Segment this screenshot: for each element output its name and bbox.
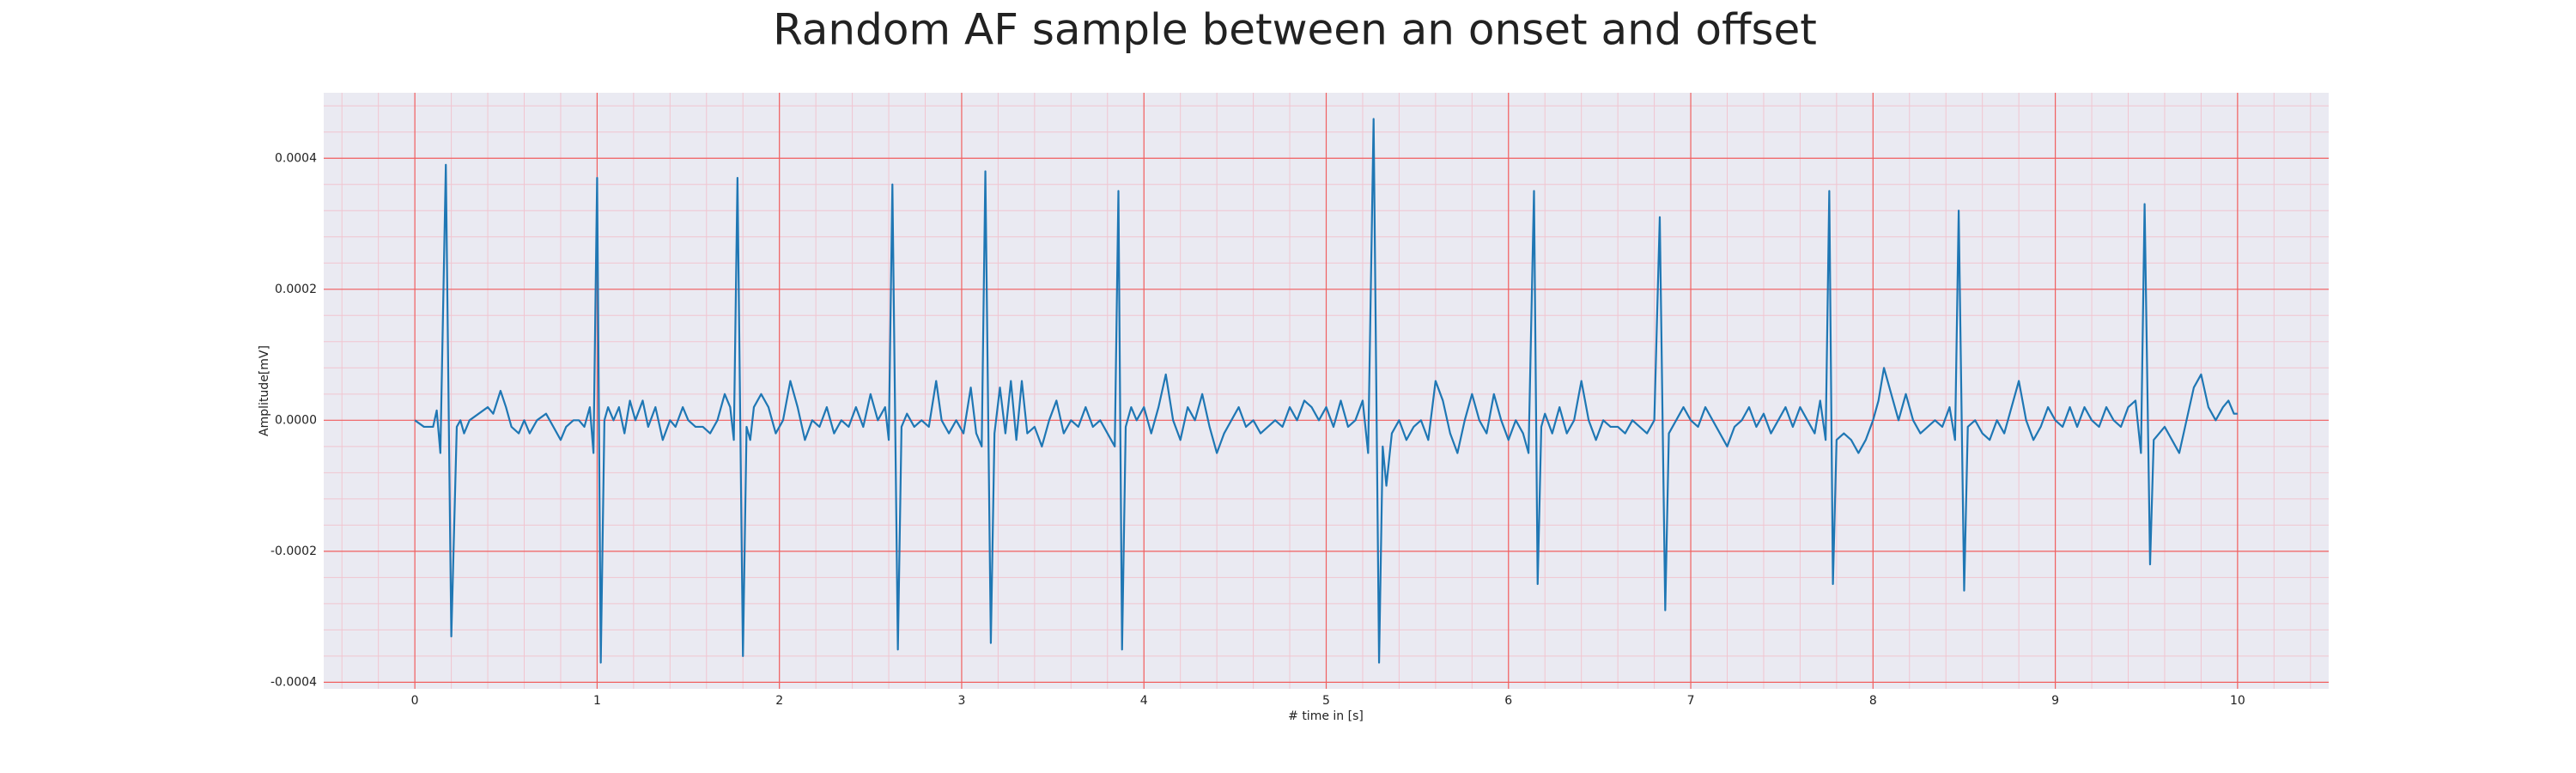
y-tick-label: -0.0004 xyxy=(270,675,317,689)
y-tick-label: -0.0002 xyxy=(270,545,317,558)
signal-line xyxy=(414,118,2238,664)
y-tick-label: 0.0002 xyxy=(275,283,317,296)
x-tick-label: 9 xyxy=(2051,694,2059,708)
x-tick-label: 0 xyxy=(411,694,419,708)
x-tick-label: 2 xyxy=(775,694,783,708)
x-tick-label: 7 xyxy=(1687,694,1695,708)
y-tick-label: 0.0004 xyxy=(275,151,317,165)
x-tick-label: 6 xyxy=(1504,694,1512,708)
x-tick-label: 5 xyxy=(1322,694,1330,708)
x-tick-label: 4 xyxy=(1140,694,1148,708)
y-tick-label: 0.0000 xyxy=(275,413,317,427)
x-axis-label: # time in [s] xyxy=(1288,709,1364,723)
x-tick-label: 3 xyxy=(957,694,965,708)
x-tick-label: 8 xyxy=(1869,694,1877,708)
y-axis-label: Amplitude[mV] xyxy=(258,345,271,436)
chart-title: Random AF sample between an onset and of… xyxy=(773,5,1817,55)
x-tick-label: 1 xyxy=(593,694,601,708)
x-tick-label: 10 xyxy=(2230,694,2245,708)
